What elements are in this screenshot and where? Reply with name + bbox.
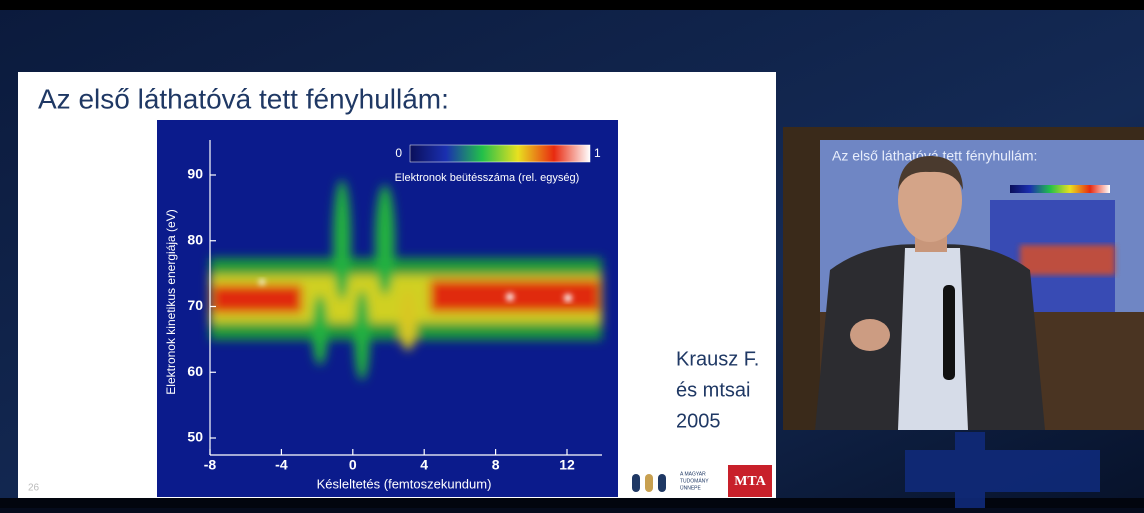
logo-shape	[645, 474, 653, 492]
citation-line: és mtsai	[676, 379, 750, 401]
inset-colorbar	[1010, 185, 1110, 193]
colorbar	[410, 145, 590, 162]
colorbar-label: Elektronok beütésszáma (rel. egység)	[395, 172, 580, 184]
logo-shape	[658, 474, 666, 492]
y-tick-label: 80	[187, 231, 203, 247]
y-axis-label: Elektronok kinetikus energiája (eV)	[164, 209, 178, 394]
speaker-hand	[850, 319, 890, 351]
heat-band	[430, 280, 600, 312]
logo-text: A MAGYAR	[680, 471, 706, 477]
x-axis-label: Késleltetés (femtoszekundum)	[317, 476, 492, 491]
heat-lobe	[354, 290, 370, 380]
heat-peak	[506, 293, 514, 301]
heat-peak	[259, 279, 265, 285]
colorbar-min: 0	[395, 146, 402, 160]
citation-line: Krausz F.	[676, 348, 759, 370]
colorbar-max: 1	[594, 146, 601, 160]
x-tick-label: 0	[349, 457, 357, 473]
video-frame: Az első láthatóvá tett fényhullám: 26 Kr…	[0, 0, 1144, 508]
speaker-shirt	[898, 248, 968, 430]
logo-text: ÜNNEPE	[680, 484, 702, 491]
x-tick-label: -4	[275, 457, 288, 473]
x-tick-label: 4	[420, 457, 428, 473]
x-tick-label: -8	[204, 457, 217, 473]
microphone	[943, 285, 955, 380]
heat-lobe	[312, 295, 328, 365]
inset-heat-band	[1020, 245, 1115, 275]
heat-band	[212, 285, 302, 313]
heat-peak	[564, 294, 572, 302]
page-number: 26	[28, 483, 40, 494]
y-tick-label: 60	[187, 363, 203, 379]
y-tick-label: 90	[187, 166, 203, 182]
logo-shape	[632, 474, 640, 492]
y-tick-label: 50	[187, 429, 203, 445]
logo-text: TUDOMÁNY	[680, 477, 709, 484]
logo-mta-text: MTA	[734, 474, 767, 489]
heat-lobe	[333, 180, 351, 300]
top-bar	[0, 0, 1144, 10]
y-tick-label: 70	[187, 297, 203, 313]
x-tick-label: 12	[559, 457, 575, 473]
slide-title: Az első láthatóvá tett fényhullám:	[38, 83, 449, 114]
x-tick-label: 8	[492, 457, 500, 473]
heat-lobe	[399, 290, 417, 350]
heat-lobe	[375, 185, 395, 295]
citation-line: 2005	[676, 410, 721, 432]
